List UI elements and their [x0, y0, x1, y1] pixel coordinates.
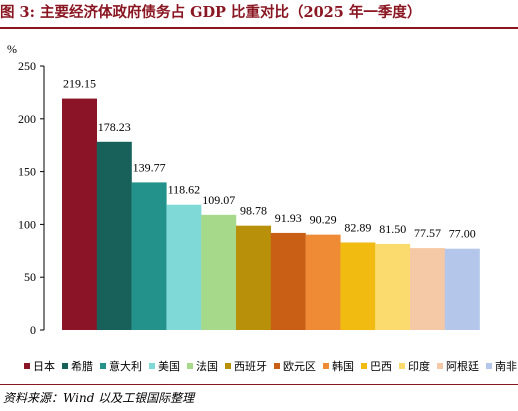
data-label: 90.29 [310, 213, 337, 227]
legend-item: 韩国 [323, 358, 354, 374]
bar-0 [62, 99, 97, 330]
y-tick-label: 100 [18, 217, 36, 231]
legend-swatch [323, 363, 329, 369]
legend-swatch [486, 363, 492, 369]
y-tick-label: 0 [30, 323, 36, 337]
data-label: 118.62 [168, 183, 201, 197]
y-tick-label: 250 [18, 59, 36, 73]
legend-item: 希腊 [62, 358, 93, 374]
legend: 日本 希腊 意大利 美国 法国 西班牙 欧元区 韩国 巴西 印度 阿根廷 南非 [24, 358, 518, 374]
bar-8 [340, 242, 375, 330]
legend-item: 法国 [187, 358, 218, 374]
y-axis: 0 50 100 150 200 250 [18, 59, 44, 337]
data-label: 91.93 [275, 211, 302, 225]
legend-swatch [149, 363, 155, 369]
data-label: 139.77 [133, 160, 166, 174]
footer-rule [0, 384, 518, 385]
legend-swatch [225, 363, 231, 369]
source-note: 资料来源：Wind 以及工银国际整理 [3, 389, 194, 406]
legend-item: 印度 [399, 358, 430, 374]
legend-label: 美国 [158, 358, 180, 374]
legend-swatch [187, 363, 193, 369]
bar-1 [97, 142, 132, 330]
bar-6 [271, 233, 306, 330]
legend-label: 巴西 [370, 358, 392, 374]
legend-label: 日本 [33, 358, 55, 374]
data-label: 81.50 [379, 222, 406, 236]
legend-label: 印度 [408, 358, 430, 374]
legend-swatch [437, 363, 443, 369]
bar-3 [166, 205, 201, 330]
legend-item: 意大利 [100, 358, 142, 374]
legend-item: 西班牙 [225, 358, 267, 374]
legend-swatch [100, 363, 106, 369]
y-unit-label: % [7, 42, 17, 56]
bar-9 [375, 244, 410, 330]
legend-item: 美国 [149, 358, 180, 374]
legend-label: 希腊 [71, 358, 93, 374]
bar-11 [445, 249, 480, 330]
legend-label: 意大利 [109, 358, 142, 374]
legend-swatch [24, 363, 30, 369]
data-label: 77.00 [449, 227, 476, 241]
legend-label: 南非 [495, 358, 517, 374]
legend-item: 阿根廷 [437, 358, 479, 374]
legend-item: 日本 [24, 358, 55, 374]
data-label: 109.07 [202, 193, 235, 207]
legend-swatch [399, 363, 405, 369]
legend-swatch [274, 363, 280, 369]
legend-swatch [361, 363, 367, 369]
legend-item: 欧元区 [274, 358, 316, 374]
data-label: 219.15 [63, 77, 96, 91]
bar-10 [410, 248, 445, 330]
bar-4 [201, 215, 236, 330]
legend-item: 巴西 [361, 358, 392, 374]
bar-2 [132, 182, 167, 330]
legend-label: 阿根廷 [446, 358, 479, 374]
legend-item: 南非 [486, 358, 517, 374]
bar-5 [236, 226, 271, 330]
data-label: 77.57 [414, 226, 441, 240]
legend-label: 韩国 [332, 358, 354, 374]
legend-label: 欧元区 [283, 358, 316, 374]
legend-label: 西班牙 [234, 358, 267, 374]
y-tick-label: 150 [18, 165, 36, 179]
y-tick-label: 50 [24, 270, 36, 284]
bar-7 [306, 235, 341, 330]
data-label: 178.23 [98, 120, 131, 134]
data-label: 98.78 [240, 204, 267, 218]
legend-swatch [62, 363, 68, 369]
legend-label: 法国 [196, 358, 218, 374]
data-label: 82.89 [344, 220, 371, 234]
y-tick-label: 200 [18, 112, 36, 126]
